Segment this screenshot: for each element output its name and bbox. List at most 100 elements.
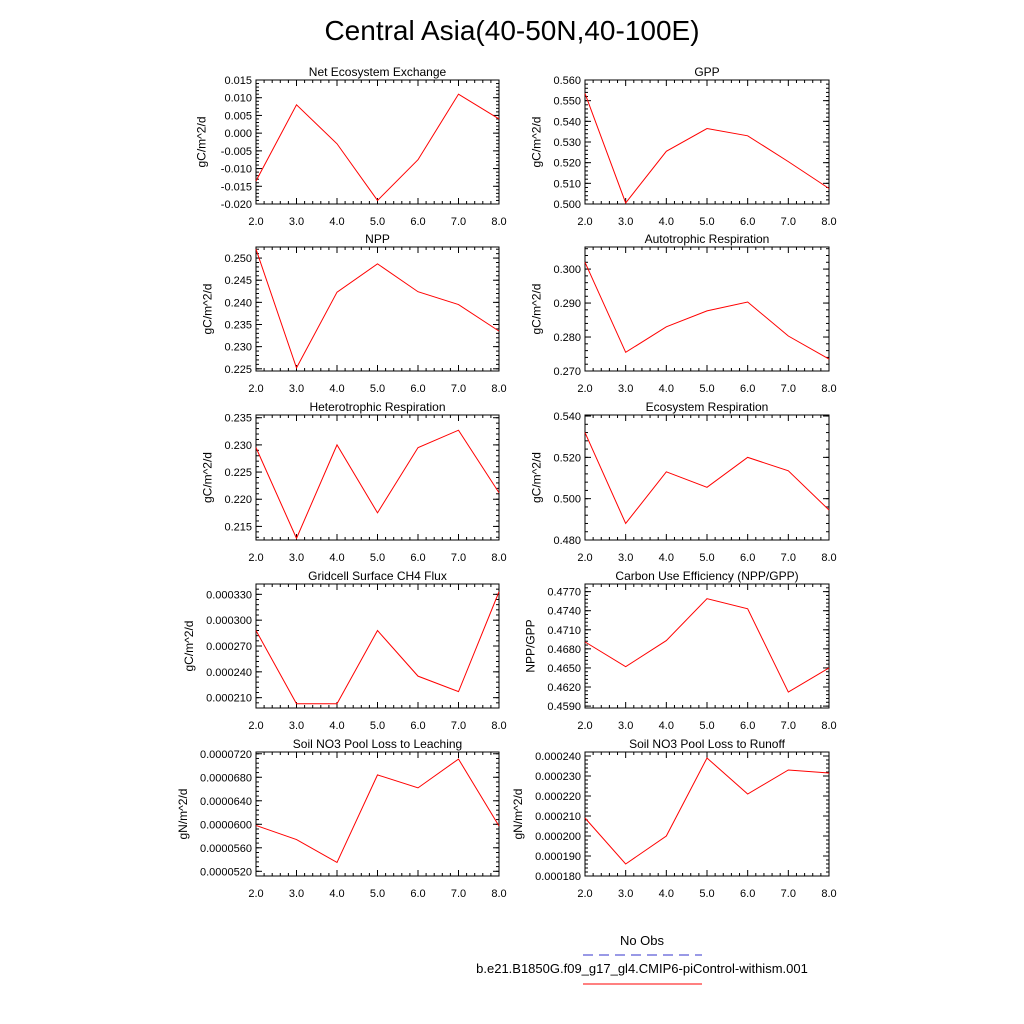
- x-tick-label: 8.0: [821, 216, 836, 228]
- y-tick-label: 0.510: [553, 178, 581, 190]
- x-tick-label: 7.0: [451, 383, 466, 395]
- y-tick-label: 0.000240: [535, 751, 581, 763]
- series-line: [255, 249, 500, 370]
- y-tick-label: 0.225: [224, 467, 252, 479]
- panels-group: Net Ecosystem Exchange 2.0 3.0 4.0 5.0 6.0 7.0…: [176, 65, 837, 900]
- y-tick-label: 0.4650: [547, 663, 581, 675]
- y-tick-label: 0.0000520: [200, 866, 252, 878]
- y-tick-label: 0.500: [553, 494, 581, 506]
- x-tick-label: 4.0: [659, 720, 674, 732]
- y-tick-label: 0.560: [553, 75, 581, 87]
- x-tick-label: 3.0: [618, 552, 633, 564]
- y-tick-label: 0.010: [224, 93, 252, 105]
- y-tick-label: 0.230: [224, 440, 252, 452]
- y-tick-label: 0.290: [553, 298, 581, 310]
- x-tick-label: 7.0: [451, 552, 466, 564]
- y-tick-label: 0.0000640: [200, 796, 252, 808]
- x-tick-label: 7.0: [781, 216, 796, 228]
- y-axis-label: gC/m^2/d: [201, 284, 215, 335]
- series-line: [584, 432, 830, 525]
- y-tick-label: 0.4620: [547, 682, 581, 694]
- x-tick-label: 8.0: [821, 888, 836, 900]
- panel-4: Autotrophic Respiration 2.0 3.0 4.0 5.0 6.0 7.…: [530, 232, 837, 395]
- y-tick-label: 0.520: [553, 452, 581, 464]
- series-line: [584, 262, 830, 360]
- x-tick-label: 3.0: [289, 216, 304, 228]
- series-line: [584, 757, 830, 865]
- y-tick-label: 0.000330: [206, 589, 252, 601]
- x-tick-label: 7.0: [781, 383, 796, 395]
- x-tick-label: 3.0: [289, 720, 304, 732]
- legend: No Obs b.e21.B1850G.f09_g17_gl4.CMIP6-pi…: [476, 933, 808, 985]
- y-tick-label: 0.000300: [206, 615, 252, 627]
- x-tick-label: 6.0: [740, 552, 755, 564]
- x-tick-label: 2.0: [248, 720, 263, 732]
- panel-3: NPP 2.0 3.0 4.0 5.0 6.0 7.0 8.0 0.250 0.245 0.240 0…: [201, 232, 507, 395]
- x-tick-label: 2.0: [248, 216, 263, 228]
- y-tick-label: 0.4740: [547, 606, 581, 618]
- x-tick-label: 6.0: [740, 383, 755, 395]
- plot-frame: [584, 414, 830, 541]
- x-tick-label: 5.0: [699, 383, 714, 395]
- y-axis-label: gC/m^2/d: [201, 452, 215, 503]
- panel-5: Heterotrophic Respiration 2.0 3.0 4.0 5.0 6.0…: [201, 400, 507, 564]
- x-tick-label: 7.0: [781, 552, 796, 564]
- y-tick-label: 0.270: [553, 366, 581, 378]
- x-tick-label: 8.0: [821, 720, 836, 732]
- x-tick-label: 2.0: [577, 888, 592, 900]
- y-tick-label: 0.4680: [547, 644, 581, 656]
- plot-frame: [584, 246, 830, 372]
- y-tick-label: -0.020: [221, 199, 252, 211]
- plot-frame: [584, 79, 830, 205]
- x-tick-label: 8.0: [491, 383, 506, 395]
- series-line: [255, 429, 500, 540]
- panel-1: Net Ecosystem Exchange 2.0 3.0 4.0 5.0 6.0 7.0…: [194, 65, 506, 228]
- x-tick-label: 5.0: [370, 552, 385, 564]
- x-tick-label: 8.0: [491, 552, 506, 564]
- x-tick-label: 3.0: [289, 888, 304, 900]
- x-tick-label: 2.0: [248, 888, 263, 900]
- x-tick-label: 2.0: [577, 216, 592, 228]
- y-tick-label: 0.240: [224, 297, 252, 309]
- x-tick-label: 5.0: [699, 216, 714, 228]
- y-tick-label: -0.005: [221, 146, 252, 158]
- x-tick-label: 6.0: [740, 888, 755, 900]
- x-tick-label: 5.0: [370, 383, 385, 395]
- y-tick-label: 0.000190: [535, 851, 581, 863]
- y-tick-label: 0.000230: [535, 771, 581, 783]
- y-axis-label: NPP/GPP: [523, 619, 537, 672]
- panel-title: NPP: [365, 232, 390, 246]
- panel-10: Soil NO3 Pool Loss to Runoff 2.0 3.0 4.0 5.0…: [511, 737, 836, 900]
- x-tick-label: 2.0: [577, 720, 592, 732]
- x-tick-label: 5.0: [699, 888, 714, 900]
- x-tick-label: 7.0: [781, 720, 796, 732]
- y-tick-label: 0.230: [224, 342, 252, 354]
- panel-title: Heterotrophic Respiration: [309, 400, 445, 414]
- y-tick-label: 0.4710: [547, 625, 581, 637]
- series-line: [255, 758, 500, 864]
- panel-title: Soil NO3 Pool Loss to Runoff: [629, 737, 786, 751]
- panel-title: Gridcell Surface CH4 Flux: [308, 569, 447, 583]
- x-tick-label: 5.0: [370, 888, 385, 900]
- x-tick-label: 4.0: [659, 383, 674, 395]
- x-tick-label: 6.0: [410, 383, 425, 395]
- y-tick-label: 0.4590: [547, 701, 581, 713]
- y-tick-label: 0.235: [224, 320, 252, 332]
- panel-9: Soil NO3 Pool Loss to Leaching 2.0 3.0 4.0 5…: [176, 737, 507, 900]
- y-tick-label: 0.220: [224, 494, 252, 506]
- y-tick-label: 0.000180: [535, 871, 581, 883]
- legend-label-obs: No Obs: [620, 933, 665, 948]
- y-tick-label: 0.0000680: [200, 772, 252, 784]
- y-tick-label: 0.015: [224, 75, 252, 87]
- x-tick-label: 7.0: [781, 888, 796, 900]
- y-tick-label: 0.280: [553, 332, 581, 344]
- y-tick-label: 0.000210: [206, 693, 252, 705]
- y-tick-label: 0.000: [224, 128, 252, 140]
- legend-label-model: b.e21.B1850G.f09_g17_gl4.CMIP6-piControl…: [476, 961, 808, 976]
- x-tick-label: 4.0: [329, 552, 344, 564]
- y-tick-label: 0.215: [224, 521, 252, 533]
- x-tick-label: 2.0: [577, 383, 592, 395]
- x-tick-label: 8.0: [491, 720, 506, 732]
- y-axis-label: gC/m^2/d: [194, 117, 208, 168]
